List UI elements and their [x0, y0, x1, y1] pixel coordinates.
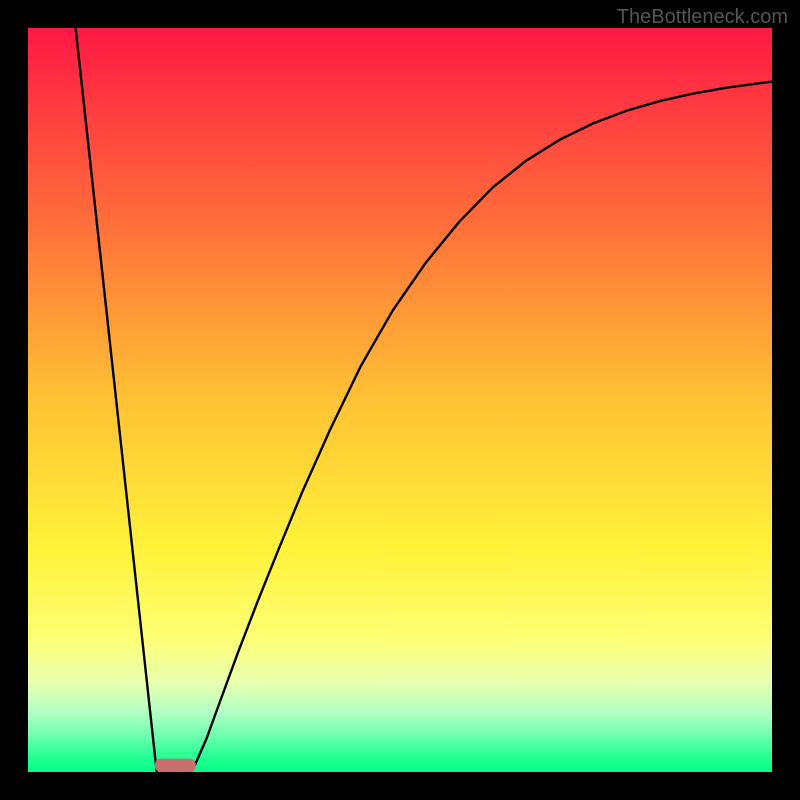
bottleneck-chart: TheBottleneck.com: [0, 0, 800, 800]
bottleneck-marker: [155, 759, 196, 772]
watermark-label: TheBottleneck.com: [617, 6, 788, 29]
chart-canvas: [0, 0, 800, 800]
plot-background: [28, 28, 772, 772]
